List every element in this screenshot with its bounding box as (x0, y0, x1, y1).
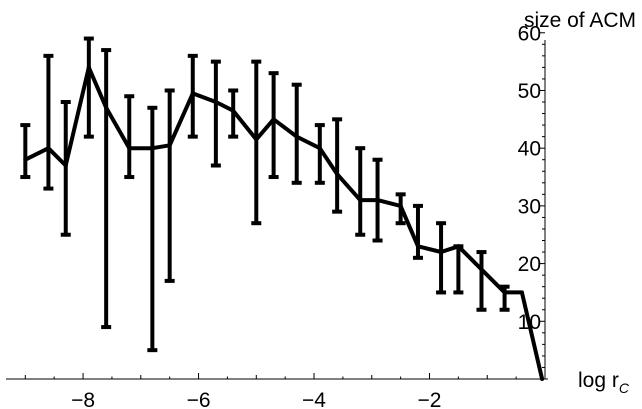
x-tick-label: −8 (71, 389, 95, 409)
data-point (335, 172, 340, 177)
data-point (167, 143, 172, 148)
data-point (375, 198, 380, 203)
series-line (24, 65, 545, 380)
data-point (479, 267, 484, 272)
data-point (317, 146, 322, 151)
data-point (127, 146, 132, 151)
data-point (358, 198, 363, 203)
y-tick-label: 40 (518, 138, 541, 161)
data-point (23, 157, 28, 162)
data-point (398, 203, 403, 208)
data-point (231, 108, 236, 113)
x-tick-label: −6 (187, 389, 211, 409)
x-axis-title: log rC (578, 369, 630, 396)
data-point (213, 100, 218, 105)
axes: −8 −6 −4 −2 10 20 30 40 50 60 (6, 22, 548, 409)
y-tick-label: 30 (518, 195, 541, 218)
data-point (415, 244, 420, 249)
data-point (271, 117, 276, 122)
data-point (46, 146, 51, 151)
x-axis-title-main: log r (578, 369, 619, 392)
x-axis-title-subscript: C (619, 380, 630, 396)
plot-area (20, 36, 545, 381)
data-point (63, 163, 68, 168)
y-tick-label: 60 (518, 22, 541, 45)
data-point (439, 250, 444, 255)
data-point (86, 65, 91, 70)
y-tick-label: 50 (518, 80, 541, 103)
data-point (294, 134, 299, 139)
y-tick-label: 20 (518, 253, 541, 276)
x-tick-label: −2 (418, 389, 442, 409)
data-point (519, 290, 524, 295)
data-point (104, 105, 109, 110)
x-tick-label: −4 (302, 389, 326, 409)
data-point (190, 91, 195, 96)
data-point (456, 244, 461, 249)
y-tick-label: 10 (518, 311, 541, 334)
data-point (502, 290, 507, 295)
data-point (150, 146, 155, 151)
y-axis-title: size of ACM (524, 9, 636, 32)
data-point (254, 137, 259, 142)
